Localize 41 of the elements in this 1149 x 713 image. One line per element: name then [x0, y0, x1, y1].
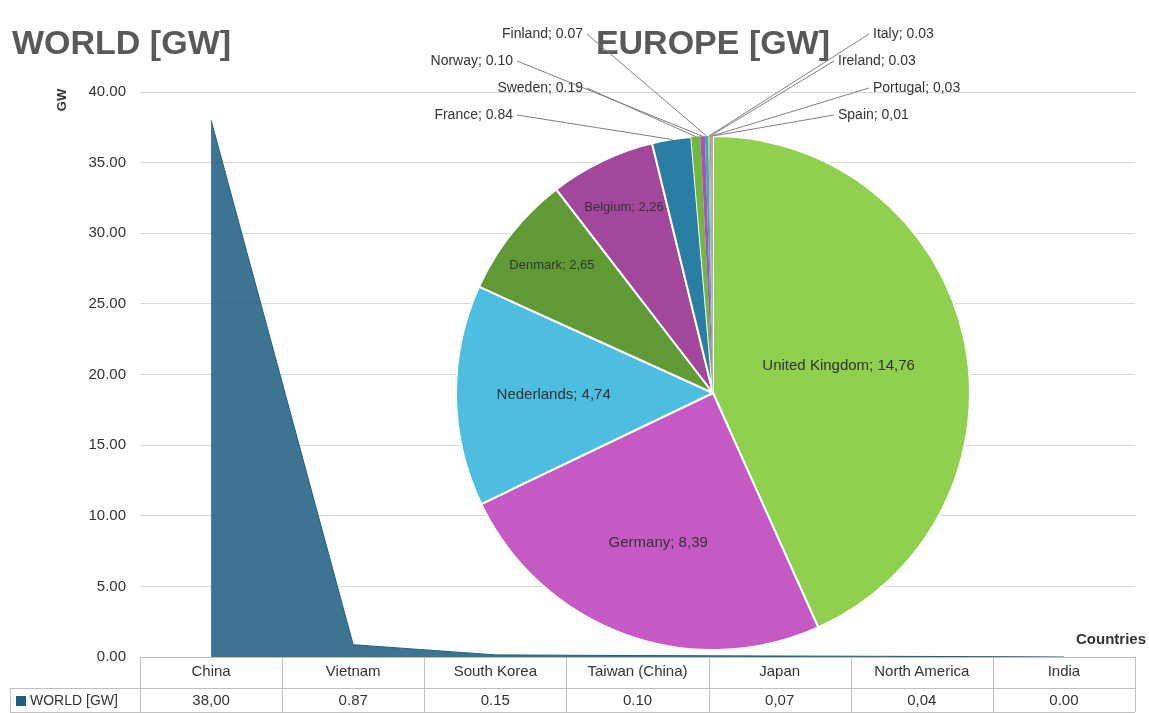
x-axis-title: Countries: [1075, 630, 1146, 648]
data-label: 0,07: [765, 691, 795, 709]
data-label: 38,00: [192, 691, 230, 709]
y-tick-label: 25.00: [88, 294, 126, 312]
chart-title: WORLD [GW]: [12, 23, 232, 62]
slice-label: Portugal; 0,03: [873, 78, 961, 95]
x-tick-label: India: [1047, 662, 1081, 680]
y-tick-label: 10.00: [88, 505, 126, 523]
data-label: 0.00: [1049, 691, 1079, 709]
y-tick-label: 5.00: [96, 576, 126, 594]
y-tick-label: 20.00: [88, 364, 126, 382]
slice-label: United Kingdom; 14,76: [762, 356, 915, 374]
x-tick-label: Taiwan (China): [587, 662, 688, 680]
slice-label: Finland; 0.07: [502, 24, 584, 41]
data-label: 0.15: [480, 691, 510, 709]
data-label: 0.87: [338, 691, 368, 709]
y-axis-title: GW: [53, 88, 69, 112]
data-label: 0.10: [622, 691, 653, 709]
data-label: 0,04: [907, 691, 937, 709]
slice-label: Denmark; 2,65: [509, 256, 595, 272]
slice-label: France; 0.84: [434, 105, 514, 122]
x-tick-label: North America: [874, 662, 970, 680]
slice-label: Italy; 0.03: [873, 24, 934, 41]
y-tick-label: 35.00: [88, 152, 126, 170]
x-tick-label: South Korea: [453, 662, 538, 680]
y-tick-label: 0.00: [96, 647, 126, 665]
x-tick-label: China: [191, 662, 232, 680]
y-tick-label: 30.00: [88, 223, 126, 241]
slice-label: Spain; 0,01: [838, 105, 910, 122]
chart-title: EUROPE [GW]: [595, 23, 831, 62]
slice-label: Norway; 0.10: [430, 51, 514, 68]
y-tick-label: 40.00: [88, 82, 126, 100]
y-tick-label: 15.00: [88, 435, 126, 453]
slice-label: Sweden; 0.19: [497, 78, 584, 95]
slice-label: Belgium; 2,26: [584, 199, 664, 215]
legend-label: WORLD [GW]: [30, 691, 118, 708]
slice-label: Germany; 8,39: [608, 532, 708, 550]
slice-label: Ireland; 0.03: [838, 51, 917, 68]
x-tick-label: Japan: [759, 662, 801, 680]
slice-label: Nederlands; 4,74: [496, 384, 611, 402]
x-tick-label: Vietnam: [325, 662, 381, 680]
